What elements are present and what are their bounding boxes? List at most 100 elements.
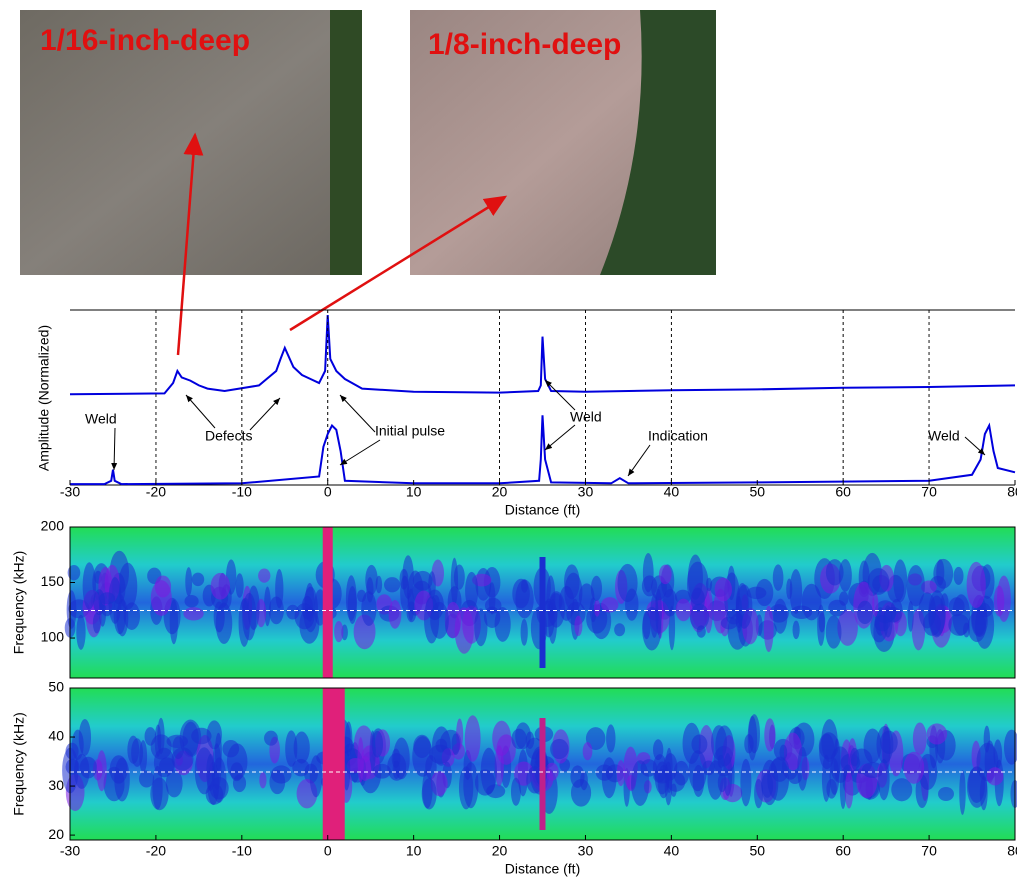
spectrogram-blob xyxy=(791,606,812,619)
x-tick-label: 70 xyxy=(921,843,937,859)
spectrogram-blob xyxy=(876,726,893,764)
spectrogram-blob xyxy=(893,559,907,602)
annotation-arrow xyxy=(628,445,650,476)
spectrogram-blob xyxy=(642,607,661,651)
spectrogram-blob xyxy=(183,607,203,620)
spectrogram-blob xyxy=(878,759,890,800)
spectrogram-blob xyxy=(747,587,767,600)
spectrogram-blob xyxy=(400,569,409,590)
spectrogram-blob xyxy=(413,735,431,758)
x-tick-label: -30 xyxy=(60,484,80,500)
y-tick-label: 50 xyxy=(48,679,64,695)
spectrogram-blob xyxy=(264,731,278,746)
spectrogram-blob xyxy=(693,765,705,797)
spectrogram-blob xyxy=(822,755,831,802)
spectrogram-blob xyxy=(851,748,873,773)
spectrogram-blob xyxy=(269,770,285,794)
spectrogram-blob xyxy=(691,588,705,613)
spectrogram-blob xyxy=(384,577,400,592)
x-axis-label: Distance (ft) xyxy=(505,502,580,518)
spectrogram-blob xyxy=(80,757,97,779)
spectrogram-blob xyxy=(185,595,199,607)
spectrogram-blob xyxy=(994,586,1004,617)
spectrogram-blob xyxy=(511,778,521,806)
annotation-arrow xyxy=(545,380,575,410)
spectrogram-blob xyxy=(748,716,757,761)
spectrogram-blob xyxy=(797,747,807,791)
x-tick-label: 0 xyxy=(324,843,332,859)
spectrogram-blob xyxy=(954,567,964,585)
spectrogram-blob xyxy=(154,748,175,777)
spectrogram-blob xyxy=(481,748,497,795)
photo-label: 1/16-inch-deep xyxy=(40,24,250,57)
spectrogram-blob xyxy=(606,724,615,752)
spectrogram-blob xyxy=(968,612,986,642)
x-tick-label: 40 xyxy=(664,843,680,859)
spectrogram-blob xyxy=(952,594,970,635)
spectrogram-blob xyxy=(358,737,364,782)
spectrogram-blob xyxy=(185,567,192,596)
spectrogram-blob xyxy=(227,743,248,779)
spectrogram-blob xyxy=(183,722,199,756)
spectrogram-blob xyxy=(459,766,473,809)
spectrogram-blob xyxy=(711,725,727,760)
spectrogram-blob xyxy=(192,573,204,587)
spectrogram-blob xyxy=(580,771,588,790)
spectrogram-blob xyxy=(721,617,738,630)
x-tick-label: -20 xyxy=(146,484,166,500)
spectrogram-blob xyxy=(258,569,270,583)
spectrogram-blob xyxy=(100,592,115,604)
spectrogram-blob xyxy=(428,571,436,599)
spectrogram-blob xyxy=(452,733,460,755)
spectrogram-blob xyxy=(594,600,600,617)
x-tick-label: -20 xyxy=(146,843,166,859)
spectrogram-blob xyxy=(740,759,751,807)
annotation: Indication xyxy=(648,428,708,444)
spectrogram-blob xyxy=(248,585,260,630)
spectrogram-blob xyxy=(474,608,487,646)
spectrogram-blob xyxy=(715,578,732,602)
spectrogram-blob xyxy=(819,732,839,759)
spectrogram-blob xyxy=(357,590,366,602)
weld-band xyxy=(540,718,546,830)
y-axis-label: Frequency (kHz) xyxy=(11,551,27,654)
photo-label: 1/8-inch-deep xyxy=(428,28,621,61)
spectrogram-blob xyxy=(429,745,451,764)
spectrogram-blob xyxy=(365,565,377,595)
spectrogram-blob xyxy=(771,757,789,782)
x-tick-label: 10 xyxy=(406,484,422,500)
x-tick-label: 20 xyxy=(492,843,508,859)
x-tick-label: 80 xyxy=(1007,484,1017,500)
spectrogram-blob xyxy=(286,605,299,620)
spectrogram-blob xyxy=(275,569,283,608)
spectrogram-blob xyxy=(826,615,842,648)
spectrogram-blob xyxy=(155,575,171,597)
x-tick-label: 70 xyxy=(921,484,937,500)
spectrogram-blob xyxy=(697,625,706,637)
spectrogram-blob xyxy=(373,764,391,779)
spectrogram-blob xyxy=(294,732,310,764)
spectrogram-blob xyxy=(76,615,85,650)
spectrogram-blob xyxy=(617,760,625,786)
spectrogram-blob xyxy=(114,758,130,802)
spectrogram-blob xyxy=(826,559,844,585)
annotation-arrow xyxy=(340,395,375,432)
spectrogram-blob xyxy=(215,733,222,771)
spectrogram-blob xyxy=(967,562,986,608)
spectrogram-blob xyxy=(492,721,511,756)
x-tick-label: 30 xyxy=(578,843,594,859)
spectrogram-blob xyxy=(408,589,414,621)
y-axis-label: Amplitude (Normalized) xyxy=(36,325,52,471)
spectrogram-blob xyxy=(139,770,154,787)
spectrogram-blob xyxy=(933,559,953,589)
trace xyxy=(70,315,1015,394)
figure: 1/16-inch-deep 1/8-inch-deep 100150200Fr… xyxy=(0,0,1017,881)
spectrogram-blob xyxy=(372,731,383,758)
pulse-band xyxy=(323,688,345,840)
spectrogram-blob xyxy=(454,564,465,589)
spectrogram-blob xyxy=(97,750,107,791)
spectrogram-blob xyxy=(511,729,526,750)
spectrogram-blob xyxy=(139,740,147,773)
spectrogram-blob xyxy=(884,607,902,623)
annotation-arrow xyxy=(545,425,575,450)
